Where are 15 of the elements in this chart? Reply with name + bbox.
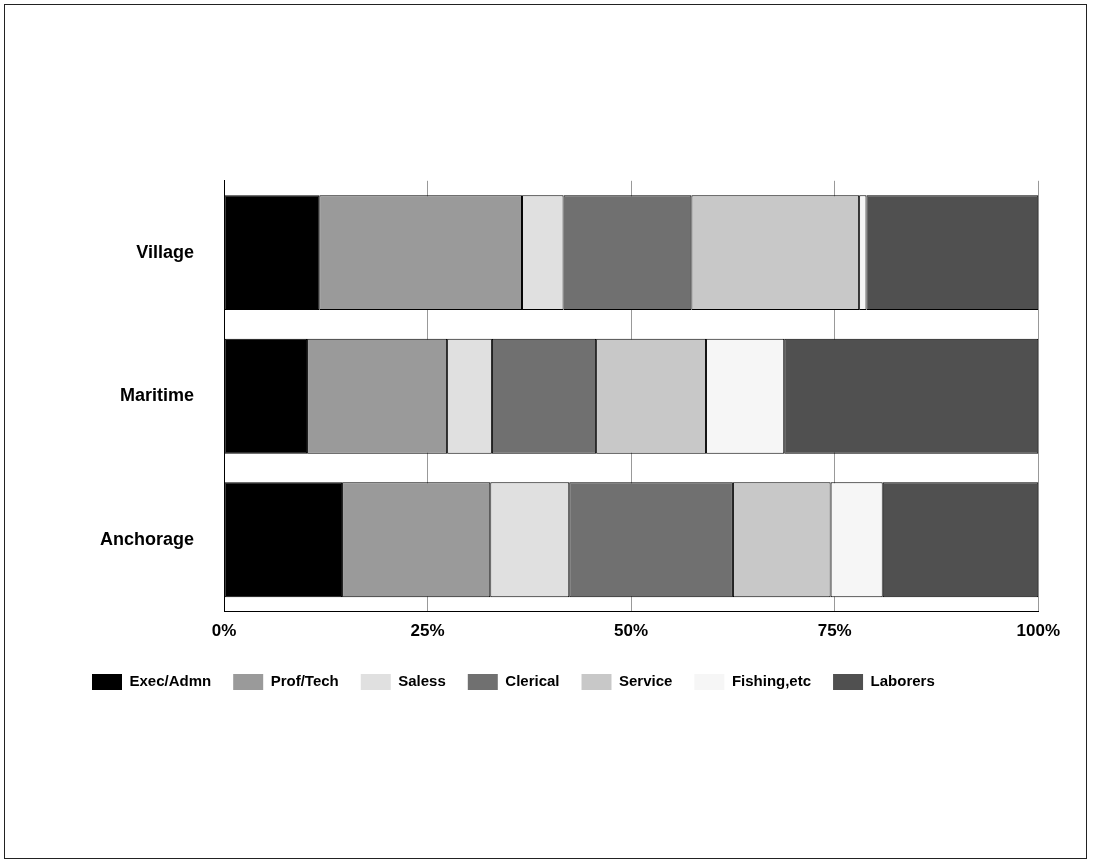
- legend-label: Saless: [398, 672, 446, 690]
- x-tick-label: 0%: [211, 621, 237, 641]
- x-tick-label: 100%: [1016, 621, 1060, 641]
- legend-label: Fishing,etc: [731, 672, 812, 690]
- x-tick-label: 75%: [817, 621, 852, 641]
- x-tick-label: 50%: [614, 621, 649, 641]
- legend-label: Prof/Tech: [270, 672, 339, 690]
- x-tick-label: 25%: [410, 621, 445, 641]
- legend-label: Laborers: [870, 672, 935, 690]
- legend-label: Clerical: [505, 672, 560, 690]
- legend-label: Service: [619, 672, 673, 690]
- y-tick-label: Maritime: [119, 385, 195, 406]
- y-tick-label: Village: [136, 241, 195, 262]
- y-tick-label: Anchorage: [99, 528, 195, 549]
- legend-label: Exec/Admn: [129, 672, 212, 690]
